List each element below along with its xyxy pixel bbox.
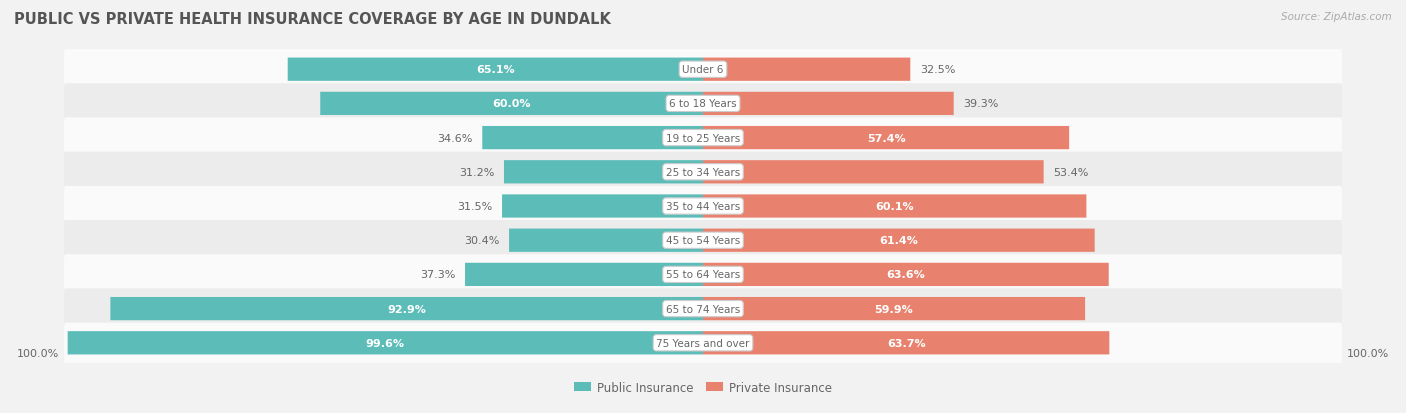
Text: Source: ZipAtlas.com: Source: ZipAtlas.com — [1281, 12, 1392, 22]
Text: 63.6%: 63.6% — [886, 270, 925, 280]
Text: 60.1%: 60.1% — [876, 202, 914, 211]
FancyBboxPatch shape — [111, 297, 703, 320]
Text: 35 to 44 Years: 35 to 44 Years — [666, 202, 740, 211]
FancyBboxPatch shape — [703, 127, 1069, 150]
Text: 63.7%: 63.7% — [887, 338, 925, 348]
Text: 32.5%: 32.5% — [920, 65, 955, 75]
Text: 30.4%: 30.4% — [464, 236, 499, 246]
Text: 53.4%: 53.4% — [1053, 167, 1088, 177]
FancyBboxPatch shape — [65, 323, 1341, 363]
Text: 75 Years and over: 75 Years and over — [657, 338, 749, 348]
Text: 34.6%: 34.6% — [437, 133, 472, 143]
FancyBboxPatch shape — [288, 58, 703, 82]
FancyBboxPatch shape — [482, 127, 703, 150]
Text: 92.9%: 92.9% — [387, 304, 426, 314]
Text: 19 to 25 Years: 19 to 25 Years — [666, 133, 740, 143]
Text: 61.4%: 61.4% — [879, 236, 918, 246]
Text: 100.0%: 100.0% — [17, 348, 59, 358]
Text: 65 to 74 Years: 65 to 74 Years — [666, 304, 740, 314]
FancyBboxPatch shape — [703, 331, 1109, 355]
FancyBboxPatch shape — [509, 229, 703, 252]
FancyBboxPatch shape — [703, 263, 1109, 286]
Text: 37.3%: 37.3% — [420, 270, 456, 280]
Text: 39.3%: 39.3% — [963, 99, 998, 109]
FancyBboxPatch shape — [703, 58, 910, 82]
FancyBboxPatch shape — [65, 186, 1341, 227]
Text: 99.6%: 99.6% — [366, 338, 405, 348]
Text: 59.9%: 59.9% — [875, 304, 914, 314]
FancyBboxPatch shape — [503, 161, 703, 184]
Text: 55 to 64 Years: 55 to 64 Years — [666, 270, 740, 280]
FancyBboxPatch shape — [65, 289, 1341, 329]
FancyBboxPatch shape — [465, 263, 703, 286]
FancyBboxPatch shape — [703, 297, 1085, 320]
FancyBboxPatch shape — [703, 93, 953, 116]
Text: 100.0%: 100.0% — [1347, 348, 1389, 358]
Text: 57.4%: 57.4% — [866, 133, 905, 143]
Text: 31.2%: 31.2% — [458, 167, 495, 177]
Text: Under 6: Under 6 — [682, 65, 724, 75]
Text: 65.1%: 65.1% — [477, 65, 515, 75]
FancyBboxPatch shape — [502, 195, 703, 218]
Text: 25 to 34 Years: 25 to 34 Years — [666, 167, 740, 177]
FancyBboxPatch shape — [65, 221, 1341, 261]
FancyBboxPatch shape — [703, 229, 1095, 252]
Text: PUBLIC VS PRIVATE HEALTH INSURANCE COVERAGE BY AGE IN DUNDALK: PUBLIC VS PRIVATE HEALTH INSURANCE COVER… — [14, 12, 612, 27]
FancyBboxPatch shape — [67, 331, 703, 355]
Text: 31.5%: 31.5% — [457, 202, 492, 211]
FancyBboxPatch shape — [321, 93, 703, 116]
Text: 45 to 54 Years: 45 to 54 Years — [666, 236, 740, 246]
FancyBboxPatch shape — [703, 195, 1087, 218]
FancyBboxPatch shape — [65, 254, 1341, 295]
Legend: Public Insurance, Private Insurance: Public Insurance, Private Insurance — [569, 376, 837, 399]
FancyBboxPatch shape — [65, 118, 1341, 159]
Text: 60.0%: 60.0% — [492, 99, 531, 109]
FancyBboxPatch shape — [703, 161, 1043, 184]
Text: 6 to 18 Years: 6 to 18 Years — [669, 99, 737, 109]
FancyBboxPatch shape — [65, 152, 1341, 192]
FancyBboxPatch shape — [65, 50, 1341, 90]
FancyBboxPatch shape — [65, 84, 1341, 124]
